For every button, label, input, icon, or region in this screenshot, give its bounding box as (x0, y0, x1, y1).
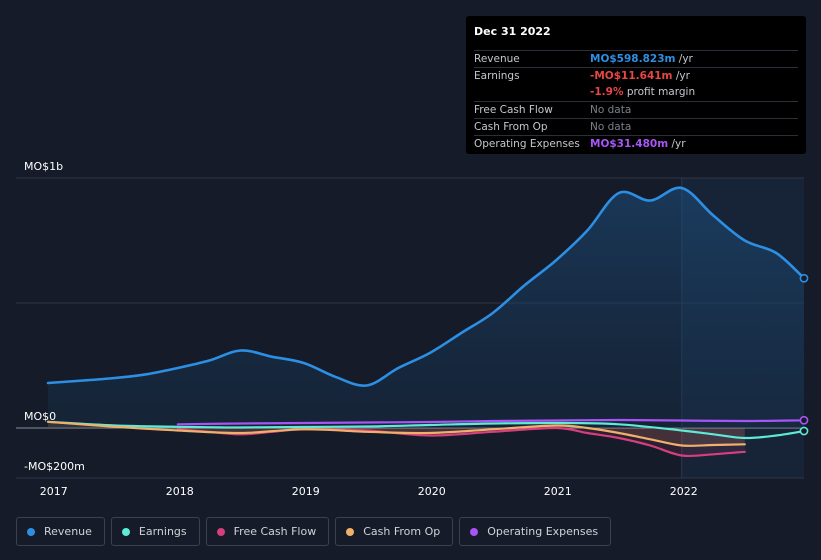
legend-dot-icon (346, 527, 355, 536)
earnings-endpoint[interactable] (799, 426, 809, 436)
legend-cash-from-op[interactable]: Cash From Op (335, 517, 454, 546)
chart-legend: Revenue Earnings Free Cash Flow Cash From O… (16, 517, 612, 546)
revenue-area (48, 187, 804, 428)
y-label-zero: MO$0 (24, 410, 57, 423)
legend-label: Earnings (138, 525, 187, 538)
tooltip-row: Operating Expenses MO$31.480m /yr (474, 135, 798, 152)
tooltip-row-label: Earnings (474, 70, 520, 82)
tooltip-row-value: MO$31.480m /yr (590, 138, 686, 150)
tooltip-row-value: -MO$11.641m /yr (590, 70, 690, 82)
x-tick-2020: 2020 (417, 485, 446, 498)
legend-dot-icon (470, 527, 479, 536)
tooltip-row-label: Operating Expenses (474, 138, 580, 150)
legend-dot-icon (216, 527, 225, 536)
y-label-top: MO$1b (24, 160, 64, 173)
legend-label: Free Cash Flow (233, 525, 317, 538)
x-tick-2019: 2019 (291, 485, 320, 498)
legend-free-cash-flow[interactable]: Free Cash Flow (205, 517, 330, 546)
y-label-bottom: -MO$200m (24, 460, 85, 473)
tooltip-panel: Dec 31 2022 Revenue MO$598.823m /yr Earnin… (466, 16, 806, 154)
free-cash-flow-line[interactable] (176, 426, 746, 458)
x-tick-2017: 2017 (39, 485, 68, 498)
legend-operating-expenses[interactable]: Operating Expenses (459, 517, 612, 546)
cash-from-op-line[interactable] (46, 420, 746, 447)
tooltip-row: Earnings -MO$11.641m /yr (474, 67, 798, 84)
cash-from-op-area (48, 421, 745, 446)
tooltip-row: Revenue MO$598.823m /yr (474, 50, 798, 67)
tooltip-row-label: Free Cash Flow (474, 104, 553, 116)
legend-revenue[interactable]: Revenue (16, 517, 105, 546)
tooltip-row-label: Revenue (474, 53, 520, 65)
legend-earnings[interactable]: Earnings (110, 517, 200, 546)
tooltip-row-value: MO$598.823m /yr (590, 53, 693, 65)
tooltip-row-label: Cash From Op (474, 121, 548, 133)
tooltip-row: Free Cash Flow No data (474, 101, 798, 118)
revenue-line[interactable] (46, 186, 806, 388)
legend-dot-icon (27, 527, 35, 536)
revenue-endpoint[interactable] (799, 273, 809, 283)
x-tick-2018: 2018 (165, 485, 194, 498)
legend-label: Cash From Op (363, 525, 441, 538)
tooltip-date: Dec 31 2022 (474, 25, 551, 38)
x-tick-2022: 2022 (669, 485, 698, 498)
tooltip-row: Cash From Op No data (474, 118, 798, 135)
earnings-line[interactable] (46, 420, 806, 440)
tooltip-row-value: -1.9% profit margin (590, 86, 696, 98)
tooltip-row: -1.9% profit margin (474, 84, 798, 101)
legend-dot-icon (121, 527, 130, 536)
legend-label: Operating Expenses (487, 525, 599, 538)
tooltip-row-value: No data (590, 104, 632, 116)
x-tick-2021: 2021 (543, 485, 572, 498)
legend-label: Revenue (44, 525, 92, 538)
operating-expenses-endpoint[interactable] (799, 415, 809, 425)
tooltip-row-value: No data (590, 121, 632, 133)
operating-expenses-line[interactable] (176, 418, 806, 426)
